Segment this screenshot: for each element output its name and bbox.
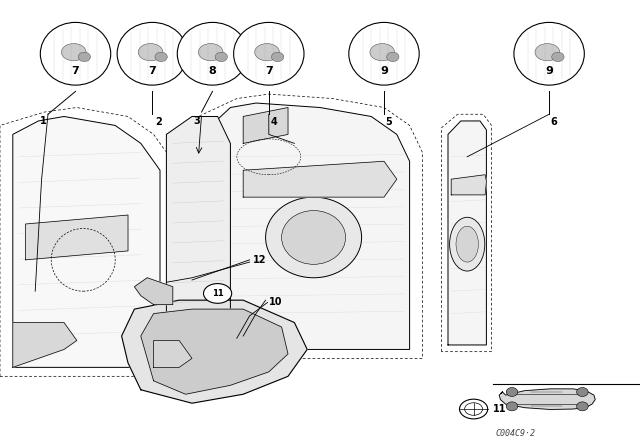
Text: 1: 1 <box>40 116 47 126</box>
Ellipse shape <box>456 226 479 262</box>
Ellipse shape <box>177 22 248 85</box>
Ellipse shape <box>514 22 584 85</box>
Polygon shape <box>448 121 486 345</box>
Ellipse shape <box>449 217 485 271</box>
Polygon shape <box>154 340 192 367</box>
Text: 10: 10 <box>269 297 282 307</box>
Ellipse shape <box>198 43 223 61</box>
Polygon shape <box>243 161 397 197</box>
Polygon shape <box>13 323 77 367</box>
Ellipse shape <box>234 22 304 85</box>
Polygon shape <box>451 175 486 195</box>
Circle shape <box>460 399 488 419</box>
Text: 3: 3 <box>194 116 200 125</box>
Ellipse shape <box>577 402 588 411</box>
Text: 6: 6 <box>551 117 557 127</box>
Text: 4: 4 <box>271 117 277 127</box>
Text: 7: 7 <box>72 66 79 76</box>
Ellipse shape <box>387 52 399 61</box>
Ellipse shape <box>78 52 90 61</box>
Polygon shape <box>166 116 230 349</box>
Ellipse shape <box>266 197 362 278</box>
Ellipse shape <box>506 402 518 411</box>
Polygon shape <box>141 309 288 394</box>
Ellipse shape <box>552 52 564 61</box>
Text: 7: 7 <box>148 66 156 76</box>
Text: 11: 11 <box>493 404 506 414</box>
Polygon shape <box>499 389 595 409</box>
Polygon shape <box>211 103 410 349</box>
Text: 8: 8 <box>209 66 216 76</box>
Circle shape <box>204 284 232 303</box>
Polygon shape <box>26 215 128 260</box>
Ellipse shape <box>215 52 227 61</box>
Text: 7: 7 <box>265 66 273 76</box>
Text: 11: 11 <box>212 289 223 298</box>
Polygon shape <box>243 108 288 143</box>
Text: 2: 2 <box>156 117 162 127</box>
Text: 5: 5 <box>386 117 392 127</box>
Ellipse shape <box>282 211 346 264</box>
Ellipse shape <box>155 52 167 61</box>
Ellipse shape <box>271 52 284 61</box>
Ellipse shape <box>138 43 163 61</box>
Ellipse shape <box>506 388 518 396</box>
Polygon shape <box>13 116 160 367</box>
Ellipse shape <box>577 388 588 396</box>
Ellipse shape <box>117 22 188 85</box>
Ellipse shape <box>370 43 394 61</box>
Polygon shape <box>122 300 307 403</box>
Text: 9: 9 <box>380 66 388 76</box>
Polygon shape <box>134 278 173 305</box>
Ellipse shape <box>61 43 86 61</box>
Ellipse shape <box>40 22 111 85</box>
Text: 9: 9 <box>545 66 553 76</box>
Ellipse shape <box>255 43 280 61</box>
Text: C004C9·2: C004C9·2 <box>496 429 536 438</box>
Ellipse shape <box>535 43 560 61</box>
Text: 12: 12 <box>253 255 266 265</box>
Ellipse shape <box>349 22 419 85</box>
